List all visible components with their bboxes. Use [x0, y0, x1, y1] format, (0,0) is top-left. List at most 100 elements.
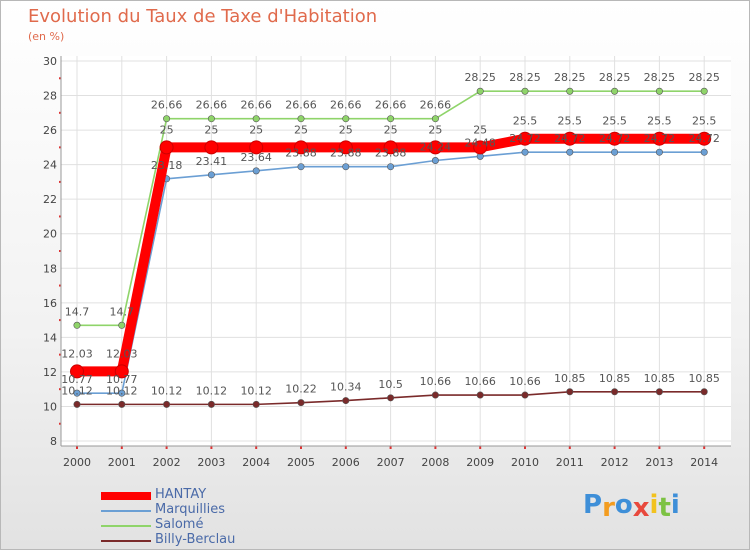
data-point-salomé	[431, 115, 439, 123]
data-label: 28.25	[554, 71, 586, 84]
data-label: 25.5	[692, 115, 717, 128]
data-label: 10.77	[106, 373, 138, 386]
data-point-hantay	[697, 131, 712, 146]
y-tick-label: 18	[43, 262, 57, 275]
logo-letter: i	[670, 490, 680, 520]
legend-label: Billy-Berclau	[155, 532, 236, 547]
y-tick-label: 22	[43, 193, 57, 206]
data-point-billy-berclau	[566, 388, 574, 396]
data-point-salomé	[655, 87, 663, 95]
data-label: 26.66	[151, 99, 183, 112]
y-tick-label: 10	[43, 400, 57, 413]
data-label: 28.25	[644, 71, 676, 84]
y-tick-label: 26	[43, 124, 57, 137]
data-label: 10.77	[61, 373, 93, 386]
data-point-salomé	[476, 87, 484, 95]
legend-swatch	[101, 525, 151, 527]
y-tick-label: 8	[50, 435, 57, 448]
data-label: 23.18	[151, 159, 183, 172]
data-label: 23.41	[196, 155, 228, 168]
x-tick-label: 2001	[108, 456, 136, 469]
x-tick-label: 2004	[242, 456, 270, 469]
data-point-marquillies	[655, 148, 663, 156]
legend-swatch	[101, 510, 151, 512]
data-point-salomé	[566, 87, 574, 95]
legend-label: Marquillies	[155, 502, 226, 517]
data-label: 26.66	[196, 99, 228, 112]
data-point-billy-berclau	[611, 388, 619, 396]
data-point-salomé	[387, 115, 395, 123]
y-minor-tick	[59, 353, 61, 356]
data-label: 24.72	[554, 132, 586, 145]
data-label: 10.12	[61, 384, 93, 397]
x-tick-mark	[479, 446, 482, 449]
data-point-salomé	[207, 115, 215, 123]
data-label: 25.5	[558, 115, 583, 128]
data-point-hantay	[114, 364, 129, 379]
x-tick-mark	[703, 446, 706, 449]
data-label: 24.72	[509, 132, 541, 145]
data-point-billy-berclau	[476, 391, 484, 399]
x-tick-label: 2014	[690, 456, 718, 469]
x-tick-label: 2012	[601, 456, 629, 469]
data-point-billy-berclau	[342, 397, 350, 405]
data-label: 25	[428, 123, 442, 136]
data-label: 14.7	[110, 305, 135, 318]
data-label: 10.66	[420, 375, 452, 388]
x-tick-label: 2006	[332, 456, 360, 469]
data-label: 10.85	[554, 372, 586, 385]
data-point-salomé	[700, 87, 708, 95]
data-label: 25.5	[647, 115, 672, 128]
data-point-billy-berclau	[297, 399, 305, 407]
data-point-salomé	[73, 321, 81, 329]
data-label: 24.72	[644, 132, 676, 145]
data-label: 28.25	[464, 71, 496, 84]
data-label: 24.48	[464, 136, 496, 149]
data-point-billy-berclau	[521, 391, 529, 399]
y-tick-label: 20	[43, 228, 57, 241]
data-label: 25	[160, 123, 174, 136]
data-point-hantay	[562, 131, 577, 146]
x-tick-label: 2013	[645, 456, 673, 469]
data-label: 23.88	[375, 147, 407, 160]
data-point-marquillies	[611, 148, 619, 156]
data-label: 23.88	[285, 147, 317, 160]
y-minor-tick	[59, 284, 61, 287]
y-tick-label: 16	[43, 297, 57, 310]
data-point-hantay	[473, 140, 488, 155]
data-point-billy-berclau	[252, 400, 260, 408]
data-label: 23.64	[240, 151, 272, 164]
data-label: 10.12	[196, 384, 228, 397]
data-point-billy-berclau	[118, 400, 126, 408]
y-minor-tick	[59, 146, 61, 149]
data-label: 12.03	[106, 347, 138, 360]
data-point-marquillies	[566, 148, 574, 156]
x-tick-label: 2003	[197, 456, 225, 469]
data-point-marquillies	[73, 389, 81, 397]
data-point-hantay	[249, 140, 264, 155]
x-tick-mark	[389, 446, 392, 449]
y-tick-label: 12	[43, 366, 57, 379]
data-label: 10.34	[330, 381, 362, 394]
data-label: 24.24	[420, 140, 452, 153]
data-point-hantay	[428, 140, 443, 155]
data-label: 25	[294, 123, 308, 136]
y-tick-label: 30	[43, 55, 57, 68]
logo-letter: i	[649, 490, 659, 520]
data-point-hantay	[338, 140, 353, 155]
logo-letter: x	[632, 493, 650, 523]
data-point-billy-berclau	[207, 400, 215, 408]
data-point-hantay	[70, 364, 84, 379]
data-point-salomé	[297, 115, 305, 123]
y-minor-tick	[59, 319, 61, 322]
data-label: 28.25	[688, 71, 720, 84]
data-label: 25	[249, 123, 263, 136]
data-point-marquillies	[700, 148, 708, 156]
data-label: 25	[339, 123, 353, 136]
data-label: 10.85	[688, 372, 720, 385]
legend-swatch	[101, 492, 151, 500]
logo-letter: r	[602, 493, 615, 523]
data-point-billy-berclau	[73, 400, 81, 408]
data-point-hantay	[607, 131, 622, 146]
